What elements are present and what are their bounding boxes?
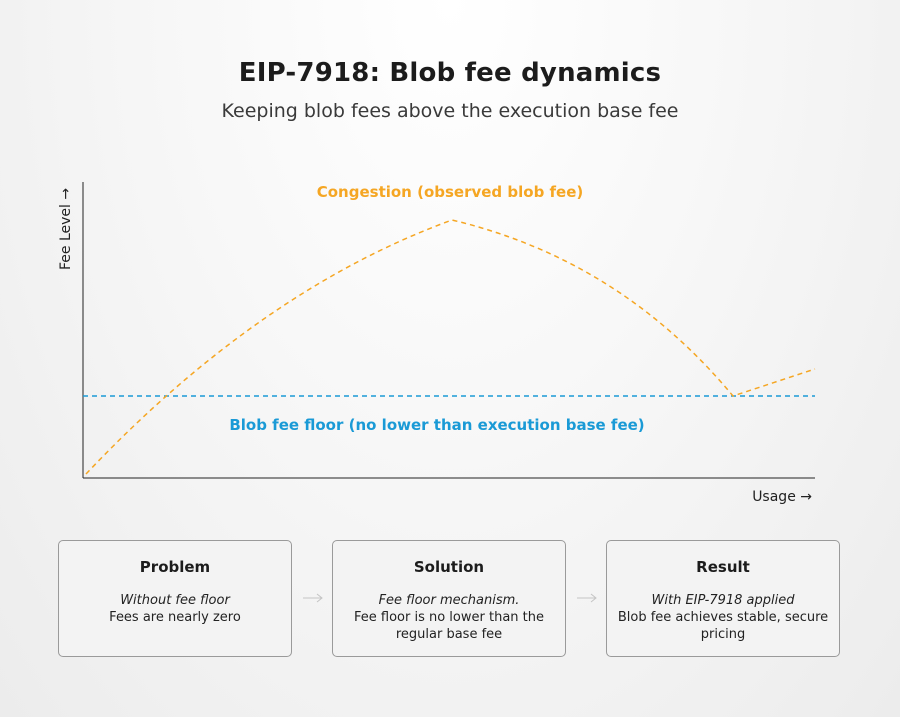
x-axis-label: Usage →: [752, 489, 812, 505]
result-title: Result: [696, 558, 750, 576]
solution-body: Fee floor is no lower than the regular b…: [354, 610, 544, 642]
solution-title: Solution: [413, 558, 485, 576]
problem-subtitle: Without fee floor: [120, 593, 230, 608]
solution-box: Solution Fee floor mechanism. Fee floor …: [332, 540, 566, 657]
floor-label: Blob fee floor (no lower than execution …: [229, 416, 644, 434]
problem-box: Problem Without fee floor Fees are nearl…: [58, 540, 292, 657]
page-subtitle: Keeping blob fees above the execution ba…: [221, 100, 679, 122]
arrow-right-icon: [577, 593, 597, 603]
result-body: Blob fee achieves stable, secure pricing: [617, 610, 829, 642]
result-subtitle: With EIP-7918 applied: [651, 593, 795, 608]
result-box: Result With EIP-7918 applied Blob fee ac…: [606, 540, 840, 657]
problem-title: Problem: [139, 558, 211, 576]
y-axis-label: Fee Level →: [58, 188, 74, 270]
congestion-label: Congestion (observed blob fee): [317, 183, 584, 201]
arrow-right-icon: [303, 593, 323, 603]
problem-body: Fees are nearly zero: [109, 610, 241, 625]
solution-subtitle: Fee floor mechanism.: [378, 593, 520, 608]
page-title: EIP-7918: Blob fee dynamics: [238, 58, 662, 88]
congestion-curve: [85, 219, 816, 475]
